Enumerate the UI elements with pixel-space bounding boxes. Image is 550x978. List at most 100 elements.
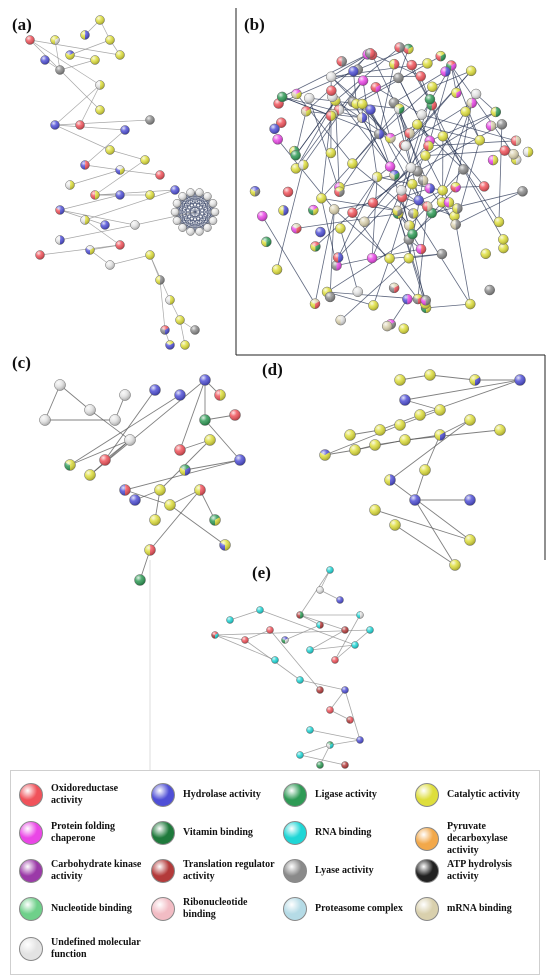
protein-node: [310, 241, 321, 252]
network-edge: [269, 629, 321, 691]
protein-node: [326, 566, 334, 574]
protein-node: [144, 544, 156, 556]
protein-node: [105, 145, 115, 155]
protein-node: [474, 135, 486, 146]
network-edge: [463, 169, 504, 240]
protein-node: [385, 132, 396, 144]
network-edge: [324, 424, 401, 456]
network-edge: [429, 374, 476, 381]
network-edge: [199, 192, 208, 228]
network-edge: [89, 409, 131, 441]
protein-node: [394, 42, 405, 53]
network-edge: [182, 211, 216, 228]
network-edge: [414, 499, 456, 566]
protein-node: [309, 298, 321, 309]
network-edge: [59, 59, 96, 71]
protein-node: [214, 389, 226, 401]
protein-node: [510, 135, 522, 147]
network-edge: [184, 459, 241, 471]
network-edge: [174, 211, 208, 228]
protein-node: [359, 216, 370, 228]
network-edge: [259, 609, 356, 646]
network-edge: [59, 194, 121, 211]
protein-node: [95, 15, 105, 25]
legend-swatch: [415, 827, 439, 851]
protein-node: [366, 252, 378, 264]
protein-node: [172, 199, 182, 208]
protein-node: [394, 103, 405, 114]
network-edge: [179, 379, 206, 451]
protein-node: [186, 227, 195, 236]
protein-node: [115, 190, 125, 200]
protein-node: [331, 260, 342, 271]
protein-node: [55, 205, 65, 215]
network-edge: [308, 98, 340, 192]
legend-label: Carbohydrate kinase activity: [51, 859, 142, 882]
protein-node: [460, 106, 471, 117]
protein-node: [328, 204, 340, 215]
protein-node: [404, 128, 415, 139]
protein-node: [306, 726, 314, 734]
network-edge: [389, 479, 471, 541]
protein-node: [300, 105, 312, 117]
protein-node: [99, 454, 111, 466]
protein-node: [427, 81, 438, 93]
network-edge: [214, 634, 246, 641]
protein-node: [155, 170, 165, 180]
network-edge: [378, 64, 395, 135]
protein-node: [204, 434, 216, 446]
protein-node: [55, 235, 65, 245]
protein-node: [374, 424, 386, 436]
legend-label: Protein folding chaperone: [51, 821, 115, 844]
protein-node: [498, 234, 509, 245]
network-edge: [352, 163, 414, 214]
network-edge: [425, 155, 450, 203]
network-edge: [59, 224, 136, 241]
network-edge: [59, 384, 91, 411]
protein-node: [269, 123, 280, 135]
protein-node: [365, 104, 376, 116]
protein-node: [160, 325, 170, 335]
protein-node: [64, 459, 76, 471]
network-edge: [326, 291, 374, 306]
protein-node: [336, 596, 344, 604]
protein-node: [422, 58, 433, 69]
legend-item: ATP hydrolysis activity: [415, 859, 539, 883]
protein-node: [498, 242, 509, 254]
network-edge: [176, 192, 191, 221]
protein-node: [241, 636, 249, 644]
panel-label-b: (b): [244, 15, 265, 34]
network-edge: [389, 253, 442, 259]
protein-node: [356, 736, 364, 744]
protein-node: [145, 190, 155, 200]
protein-node: [229, 409, 241, 421]
network-edge: [337, 176, 378, 258]
legend-label: mRNA binding: [447, 903, 512, 914]
protein-node: [470, 88, 482, 100]
protein-node: [356, 611, 364, 619]
network-edge: [378, 86, 433, 135]
network-edge: [299, 679, 346, 691]
network-edge: [59, 209, 136, 226]
network-edge: [344, 689, 361, 741]
protein-node: [115, 240, 125, 250]
network-edge: [176, 203, 200, 232]
network-edge: [333, 209, 390, 259]
legend-label: ATP hydrolysis activity: [447, 859, 512, 882]
protein-node: [388, 58, 400, 70]
protein-node: [415, 243, 427, 255]
network-edge: [305, 52, 371, 112]
network-edge: [336, 257, 373, 266]
protein-node: [480, 248, 491, 260]
protein-node: [326, 741, 334, 749]
network-edge: [329, 739, 361, 746]
network-edge: [403, 102, 472, 146]
network-edge: [159, 279, 166, 331]
protein-node: [149, 514, 161, 526]
protein-node: [115, 165, 125, 175]
protein-node: [272, 134, 283, 145]
protein-node: [303, 92, 315, 104]
network-edge: [442, 102, 473, 191]
protein-node: [389, 519, 401, 531]
network-edge: [134, 211, 196, 226]
